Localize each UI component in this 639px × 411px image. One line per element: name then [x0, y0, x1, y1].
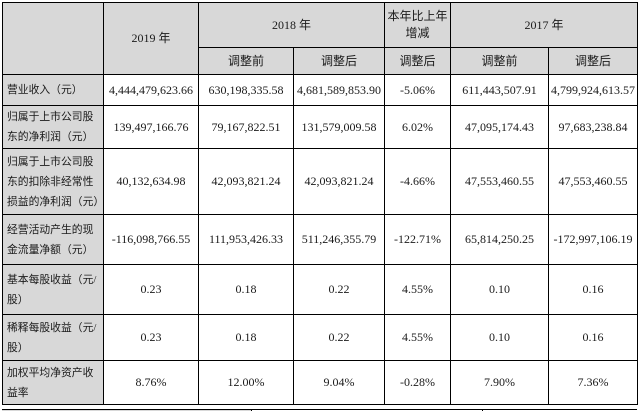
- cell-2019: 0.23: [103, 264, 199, 315]
- row-label: 加权平均净资产收益率: [2, 360, 104, 405]
- cell-2017-after: 0.16: [548, 264, 639, 315]
- col-header-2019: 2019 年: [103, 2, 199, 75]
- cell-change: -5.06%: [384, 74, 452, 106]
- row-label: 归属于上市公司股东的净利润（元）: [2, 105, 104, 149]
- row-label: 基本每股收益（元/股）: [2, 264, 104, 315]
- cell-2018-after: 511,246,355.79: [292, 214, 386, 265]
- cell-2017-before: 611,443,507.91: [450, 74, 550, 106]
- cell-2018-after: 131,579,009.58: [292, 105, 386, 149]
- corner-cell: [2, 2, 104, 75]
- subheader-2018-after: 调整后: [292, 47, 386, 75]
- cell-2017-before: 47,553,460.55: [450, 148, 550, 215]
- col-header-change: 本年比上年增减: [384, 2, 452, 48]
- header-row-adjust: 调整前 调整后 调整后 调整前 调整后: [3, 47, 639, 75]
- cell-2018-before: 79,167,822.51: [198, 105, 294, 149]
- cell-2018-before: 0.18: [198, 264, 294, 315]
- subheader-change-after: 调整后: [384, 47, 452, 75]
- table-row-net-profit: 归属于上市公司股东的净利润（元） 139,497,166.76 79,167,8…: [2, 105, 639, 149]
- table-row-diluted-eps: 稀释每股收益（元/股） 0.23 0.18 0.22 4.55% 0.10 0.…: [2, 314, 639, 361]
- cell-2018-before: 111,953,426.33: [198, 214, 294, 265]
- cell-change: -4.66%: [384, 148, 452, 215]
- cell-2018-after: 4,681,589,853.90: [292, 74, 386, 106]
- row-label: 稀释每股收益（元/股）: [2, 314, 104, 361]
- cell-2018-before: 0.18: [198, 314, 294, 361]
- cell-2018-after: 0.22: [292, 314, 386, 361]
- key-financial-data-table: 2019 年 2018 年 本年比上年增减 2017 年 调整前 调整后 调整后…: [2, 2, 639, 405]
- cell-change: 6.02%: [384, 105, 452, 149]
- cell-2018-after: 0.22: [292, 264, 386, 315]
- cell-2017-after: 0.16: [548, 314, 639, 361]
- cell-2019: 40,132,634.98: [103, 148, 199, 215]
- cell-2019: -116,098,766.55: [103, 214, 199, 265]
- table-row-weighted-avg-roe: 加权平均净资产收益率 8.76% 12.00% 9.04% -0.28% 7.9…: [2, 360, 639, 405]
- cell-2019: 4,444,479,623.66: [103, 74, 199, 106]
- cell-2017-before: 7.90%: [450, 360, 550, 405]
- cell-2019: 8.76%: [103, 360, 199, 405]
- cell-2017-after: -172,997,106.19: [548, 214, 639, 265]
- table-row-revenue: 营业收入（元） 4,444,479,623.66 630,198,335.58 …: [2, 74, 639, 106]
- cell-2017-after: 97,683,238.84: [548, 105, 639, 149]
- cell-2018-before: 630,198,335.58: [198, 74, 294, 106]
- cell-2017-before: 0.10: [450, 264, 550, 315]
- cell-2017-before: 47,095,174.43: [450, 105, 550, 149]
- subheader-2018-before: 调整前: [198, 47, 294, 75]
- cell-2017-before: 0.10: [450, 314, 550, 361]
- cell-2018-after: 9.04%: [292, 360, 386, 405]
- cell-change: -122.71%: [384, 214, 452, 265]
- cell-change: 4.55%: [384, 314, 452, 361]
- row-label: 经营活动产生的现金流量净额（元）: [2, 214, 104, 265]
- subheader-2017-before: 调整前: [450, 47, 550, 75]
- cell-2017-after: 7.36%: [548, 360, 639, 405]
- cell-2017-after: 4,799,924,613.57: [548, 74, 639, 106]
- cell-2017-after: 47,553,460.55: [548, 148, 639, 215]
- row-label: 营业收入（元）: [2, 74, 104, 106]
- subheader-2017-after: 调整后: [548, 47, 639, 75]
- col-header-2018: 2018 年: [197, 2, 386, 48]
- cell-2019: 139,497,166.76: [103, 105, 199, 149]
- table-row-operating-cash-flow: 经营活动产生的现金流量净额（元） -116,098,766.55 111,953…: [2, 214, 639, 265]
- cell-2017-before: 65,814,250.25: [450, 214, 550, 265]
- cell-change: -0.28%: [384, 360, 452, 405]
- col-header-2017: 2017 年: [450, 2, 639, 48]
- cell-2019: 0.23: [103, 314, 199, 361]
- cell-2018-before: 42,093,821.24: [198, 148, 294, 215]
- row-label: 归属于上市公司股东的扣除非经常性损益的净利润（元）: [2, 148, 104, 215]
- table-row-net-profit-excl-nonrecurring: 归属于上市公司股东的扣除非经常性损益的净利润（元） 40,132,634.98 …: [2, 148, 639, 215]
- cell-2018-after: 42,093,821.24: [292, 148, 386, 215]
- cell-change: 4.55%: [384, 264, 452, 315]
- table-row-basic-eps: 基本每股收益（元/股） 0.23 0.18 0.22 4.55% 0.10 0.…: [2, 264, 639, 315]
- header-row-years: 2019 年 2018 年 本年比上年增减 2017 年: [2, 2, 639, 75]
- cell-2018-before: 12.00%: [198, 360, 294, 405]
